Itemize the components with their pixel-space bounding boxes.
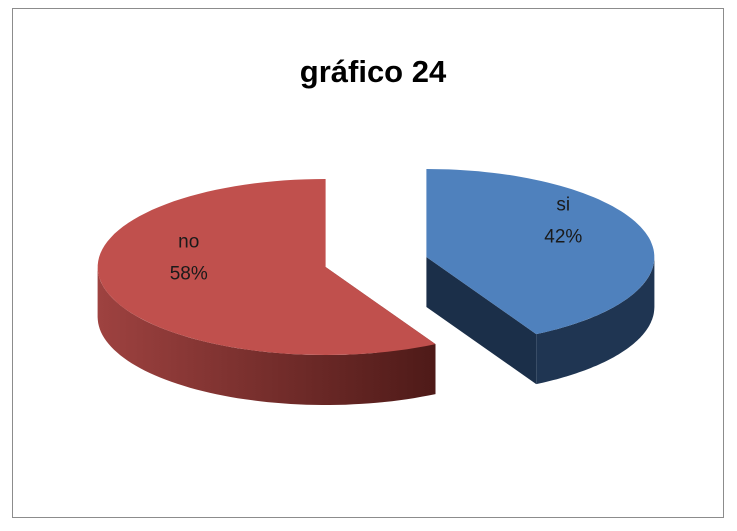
- slice-category-label: si: [556, 194, 570, 215]
- slice-cut: [426, 257, 537, 385]
- slice-category-label: no: [178, 232, 199, 253]
- slice-value-label: 58%: [170, 264, 208, 285]
- slice-side: [536, 257, 655, 385]
- slice: [97, 179, 436, 355]
- slice-value-label: 42%: [544, 226, 582, 247]
- chart-title: gráfico 24: [300, 54, 447, 89]
- slice: [426, 169, 655, 335]
- slice-side: [97, 267, 436, 405]
